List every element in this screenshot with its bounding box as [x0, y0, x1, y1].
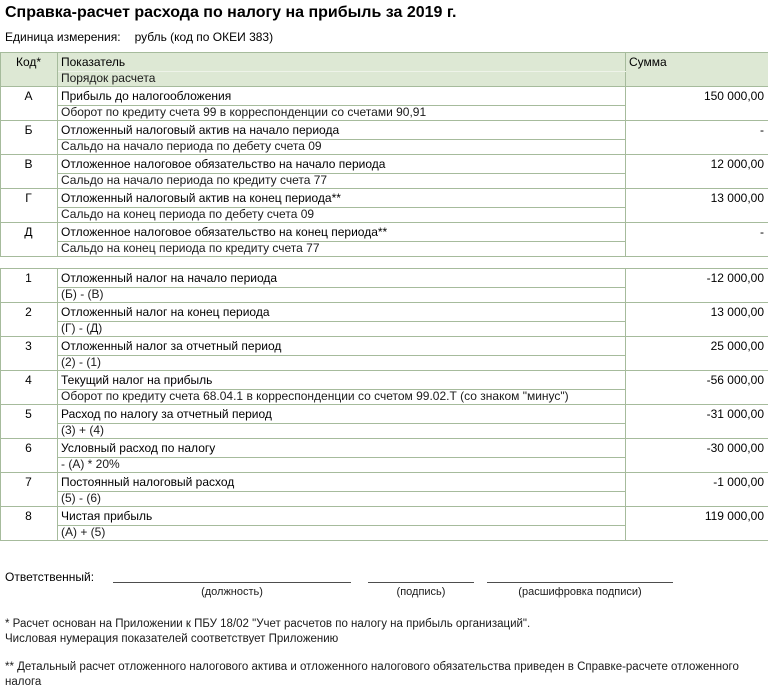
- row-sum: -12 000,00: [626, 269, 768, 303]
- units-value: рубль (код по ОКЕИ 383): [135, 30, 274, 44]
- row-indicator: Отложенный налог за отчетный период: [58, 337, 626, 356]
- row-calc-order: Сальдо на начало периода по дебету счета…: [58, 140, 626, 155]
- table-row: Г Отложенный налоговый актив на конец пе…: [1, 189, 768, 223]
- row-sum: 150 000,00: [626, 87, 768, 121]
- row-sum: 12 000,00: [626, 155, 768, 189]
- row-code: Б: [1, 121, 58, 155]
- signature-caption: (должность): [113, 583, 351, 598]
- table-row: 5 Расход по налогу за отчетный период -3…: [1, 405, 768, 439]
- table-row: Б Отложенный налоговый актив на начало п…: [1, 121, 768, 155]
- row-calc-order: Сальдо на конец периода по дебету счета …: [58, 208, 626, 223]
- row-code: 7: [1, 473, 58, 507]
- row-calc-order: Сальдо на начало периода по кредиту счет…: [58, 174, 626, 189]
- signature-field-sign: (подпись): [368, 568, 474, 598]
- row-indicator: Текущий налог на прибыль: [58, 371, 626, 390]
- row-code: 8: [1, 507, 58, 541]
- table-row: 4 Текущий налог на прибыль -56 000,00 Об…: [1, 371, 768, 405]
- signature-caption: (расшифровка подписи): [487, 583, 673, 598]
- row-sum: 13 000,00: [626, 189, 768, 223]
- row-indicator: Условный расход по налогу: [58, 439, 626, 458]
- row-sum: -56 000,00: [626, 371, 768, 405]
- responsible-label: Ответственный:: [5, 568, 113, 584]
- row-calc-order: (А) + (5): [58, 526, 626, 541]
- row-code: 1: [1, 269, 58, 303]
- row-indicator: Прибыль до налогообложения: [58, 87, 626, 106]
- page-title: Справка-расчет расхода по налогу на приб…: [0, 0, 768, 22]
- footnotes: * Расчет основан на Приложении к ПБУ 18/…: [5, 617, 768, 690]
- table-row: 8 Чистая прибыль 119 000,00 (А) + (5): [1, 507, 768, 541]
- row-indicator: Отложенный налог на конец периода: [58, 303, 626, 322]
- row-indicator: Отложенное налоговое обязательство на на…: [58, 155, 626, 174]
- tax-calc-table-numbers: 1 Отложенный налог на начало периода -12…: [0, 268, 768, 541]
- row-calc-order: (3) + (4): [58, 424, 626, 439]
- table-row: 1 Отложенный налог на начало периода -12…: [1, 269, 768, 303]
- table-row: А Прибыль до налогообложения 150 000,00 …: [1, 87, 768, 121]
- row-sum: -1 000,00: [626, 473, 768, 507]
- row-code: А: [1, 87, 58, 121]
- row-code: В: [1, 155, 58, 189]
- row-code: 5: [1, 405, 58, 439]
- responsible-section: Ответственный: (должность) (подпись) (ра…: [5, 568, 768, 598]
- row-calc-order: (2) - (1): [58, 356, 626, 371]
- row-calc-order: - (А) * 20%: [58, 458, 626, 473]
- table-row: 2 Отложенный налог на конец периода 13 0…: [1, 303, 768, 337]
- row-sum: -: [626, 223, 768, 257]
- row-indicator: Отложенный налоговый актив на начало пер…: [58, 121, 626, 140]
- units-line: Единица измерения: рубль (код по ОКЕИ 383…: [0, 22, 768, 44]
- table-row: В Отложенное налоговое обязательство на …: [1, 155, 768, 189]
- row-code: 2: [1, 303, 58, 337]
- row-indicator: Отложенный налог на начало периода: [58, 269, 626, 288]
- units-label: Единица измерения:: [5, 30, 121, 44]
- row-sum: -30 000,00: [626, 439, 768, 473]
- signature-field-position: (должность): [113, 568, 351, 598]
- footnote: ** Детальный расчет отложенного налогово…: [5, 660, 768, 690]
- signature-field-fullname: (расшифровка подписи): [487, 568, 673, 598]
- table-row: Д Отложенное налоговое обязательство на …: [1, 223, 768, 257]
- signature-line: [487, 568, 673, 583]
- row-sum: 13 000,00: [626, 303, 768, 337]
- row-indicator: Отложенное налоговое обязательство на ко…: [58, 223, 626, 242]
- row-code: 3: [1, 337, 58, 371]
- row-calc-order: (Г) - (Д): [58, 322, 626, 337]
- signature-line: [368, 568, 474, 583]
- row-sum: 25 000,00: [626, 337, 768, 371]
- table-row: 7 Постоянный налоговый расход -1 000,00 …: [1, 473, 768, 507]
- row-indicator: Чистая прибыль: [58, 507, 626, 526]
- footnote: * Расчет основан на Приложении к ПБУ 18/…: [5, 617, 768, 632]
- table-header: Код* Показатель Сумма Порядок расчета: [1, 53, 768, 87]
- column-header-indicator: Показатель: [58, 53, 626, 72]
- row-code: Д: [1, 223, 58, 257]
- row-code: Г: [1, 189, 58, 223]
- row-calc-order: Сальдо на конец периода по кредиту счета…: [58, 242, 626, 257]
- tax-calc-table-letters: Код* Показатель Сумма Порядок расчета А …: [0, 52, 768, 257]
- column-header-calc-order: Порядок расчета: [58, 72, 626, 87]
- row-calc-order: (5) - (6): [58, 492, 626, 507]
- row-code: 4: [1, 371, 58, 405]
- column-header-sum: Сумма: [626, 53, 768, 87]
- row-indicator: Отложенный налоговый актив на конец пери…: [58, 189, 626, 208]
- signature-caption: (подпись): [368, 583, 474, 598]
- row-sum: -: [626, 121, 768, 155]
- row-code: 6: [1, 439, 58, 473]
- table-row: 3 Отложенный налог за отчетный период 25…: [1, 337, 768, 371]
- table-row: 6 Условный расход по налогу -30 000,00 -…: [1, 439, 768, 473]
- column-header-code: Код*: [1, 53, 58, 87]
- row-sum: -31 000,00: [626, 405, 768, 439]
- row-indicator: Расход по налогу за отчетный период: [58, 405, 626, 424]
- row-calc-order: Оборот по кредиту счета 68.04.1 в коррес…: [58, 390, 626, 405]
- row-calc-order: (Б) - (В): [58, 288, 626, 303]
- row-sum: 119 000,00: [626, 507, 768, 541]
- row-calc-order: Оборот по кредиту счета 99 в корреспонде…: [58, 106, 626, 121]
- signature-line: [113, 568, 351, 583]
- row-indicator: Постоянный налоговый расход: [58, 473, 626, 492]
